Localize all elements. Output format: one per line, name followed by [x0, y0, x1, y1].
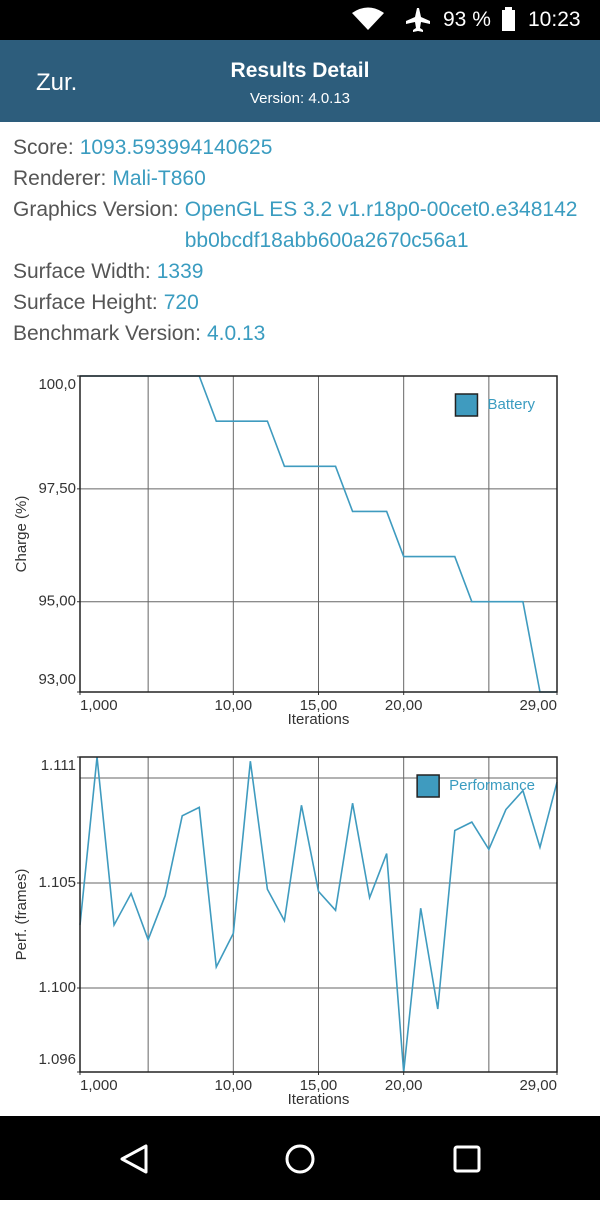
home-nav[interactable]	[285, 1144, 315, 1174]
wifi-icon	[352, 7, 384, 30]
y-tick-label: 1.105	[38, 874, 76, 891]
battery-level: 93 %	[443, 8, 491, 31]
x-tick-label: 29,00	[519, 1077, 557, 1094]
x-tick-label: 20,00	[385, 697, 423, 714]
y-axis-label: Charge (%)	[13, 496, 30, 573]
info-value: 4.0.13	[206, 322, 266, 345]
x-tick-label: 29,00	[519, 697, 557, 714]
y-tick-label: 93,00	[38, 671, 76, 688]
charts: 93,00 95,00 97,50 100,0 1,000 10,00 15,00 20,00…	[13, 375, 558, 1108]
info-row: Renderer: Mali-T860	[13, 163, 583, 194]
x-tick-label: 10,00	[215, 697, 253, 714]
app-bar: Zur. Results Detail Version: 4.0.13	[0, 40, 600, 122]
title: Results Detail	[230, 59, 370, 82]
x-tick-label: 1,000	[80, 1077, 118, 1094]
info-value: OpenGL ES 3.2 v1.r18p0-00cet0.e348142bb0…	[184, 198, 578, 252]
info-row: Surface Width: 1339	[13, 256, 583, 287]
x-axis-label: Iterations	[288, 711, 350, 728]
info-value: 1093.593994140625	[79, 136, 273, 159]
info-row: Benchmark Version: 4.0.13	[13, 318, 583, 349]
info-label: Renderer:	[13, 167, 107, 190]
y-tick-label: 1.111	[41, 757, 76, 774]
info-value: 1339	[156, 260, 204, 283]
nav-bar	[0, 1116, 600, 1200]
back-button[interactable]: Zur.	[36, 69, 78, 96]
legend-swatch	[416, 774, 440, 798]
info-label: Graphics Version:	[13, 198, 179, 221]
legend-label: Battery	[487, 396, 535, 413]
x-axis-label: Iterations	[288, 1091, 350, 1108]
back-nav[interactable]	[120, 1144, 148, 1174]
y-tick-label: 1.100	[38, 979, 76, 996]
battery-tip	[505, 7, 512, 10]
info-row: Surface Height: 720	[13, 287, 583, 318]
y-tick-label: 1.096	[38, 1051, 76, 1068]
plot-frame	[79, 756, 558, 1073]
status-bar: 93 % 10:23	[0, 0, 600, 40]
y-tick-label: 97,50	[38, 480, 76, 497]
info-list: Score: 1093.593994140625 Renderer: Mali-T86…	[13, 132, 583, 349]
battery-icon	[502, 10, 515, 31]
info-label: Score:	[13, 136, 74, 159]
status-icons	[352, 7, 515, 32]
legend-label: Performance	[449, 777, 535, 794]
y-tick-label: 95,00	[38, 593, 76, 610]
info-row: Graphics Version: OpenGL ES 3.2 v1.r18p0-…	[13, 194, 583, 256]
recents-nav[interactable]	[453, 1145, 481, 1173]
y-axis-label: Perf. (frames)	[13, 869, 30, 961]
x-tick-label: 10,00	[215, 1077, 253, 1094]
x-tick-label: 15,00	[300, 1077, 338, 1094]
info-value: Mali-T860	[112, 167, 206, 190]
x-tick-label: 15,00	[300, 697, 338, 714]
data-line	[79, 756, 558, 1073]
clock: 10:23	[528, 8, 581, 31]
x-tick-label: 20,00	[385, 1077, 423, 1094]
plot-frame	[79, 375, 558, 693]
info-label: Surface Width:	[13, 260, 151, 283]
info-value: 720	[163, 291, 199, 314]
nav-icons	[120, 1144, 481, 1174]
info-label: Benchmark Version:	[13, 322, 201, 345]
legend-swatch	[454, 393, 479, 417]
airplane-icon	[406, 8, 430, 32]
info-row: Score: 1093.593994140625	[13, 132, 583, 163]
info-label: Surface Height:	[13, 291, 158, 314]
subtitle: Version: 4.0.13	[249, 90, 351, 107]
x-tick-label: 1,000	[80, 697, 118, 714]
y-tick-label: 100,0	[38, 376, 76, 393]
